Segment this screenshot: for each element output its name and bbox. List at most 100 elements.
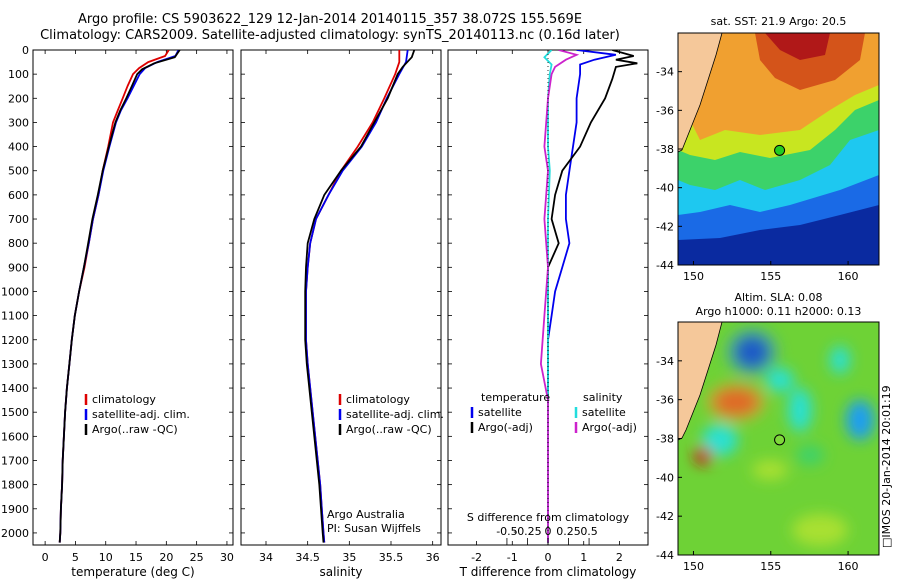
salinity-xtick-label: 35 bbox=[342, 551, 356, 564]
depth-tick-label: 1700 bbox=[1, 454, 29, 467]
sst-map-xtick-label: 160 bbox=[838, 270, 859, 283]
temperature-legend-label: climatology bbox=[92, 393, 156, 406]
salinity-legend-title: salinity bbox=[583, 391, 623, 404]
temperature-legend-title: temperature bbox=[481, 391, 550, 404]
sla-map-ytick-label: -40 bbox=[656, 471, 674, 484]
temperature-legend-label: satellite-adj. clim. bbox=[92, 408, 190, 421]
salinity-diff-legend-label: Argo(-adj) bbox=[582, 421, 637, 434]
sst-map-xtick-label: 150 bbox=[683, 270, 704, 283]
depth-tick-label: 1600 bbox=[1, 430, 29, 443]
differences-xtick-label: -1 bbox=[507, 551, 518, 564]
salinity-xtick-label: 35.5 bbox=[379, 551, 404, 564]
salinity-annotation-line-1: Argo Australia bbox=[327, 508, 405, 521]
salinity-diff-legend-label: satellite bbox=[582, 406, 626, 419]
sla-map-subtitle: Argo h1000: 0.11 h2000: 0.13 bbox=[696, 305, 862, 318]
sst-map-ytick-label: -40 bbox=[656, 182, 674, 195]
depth-tick-label: 1400 bbox=[1, 382, 29, 395]
sla-map bbox=[678, 322, 879, 555]
salinity-diff-tick-label: -0.25 bbox=[513, 525, 541, 538]
sla-map-xtick-label: 150 bbox=[683, 560, 704, 573]
temperature-xtick-label: 0 bbox=[42, 551, 49, 564]
differences-panel: -2 -1 0 1 2T difference from climatology -0.5… bbox=[447, 49, 649, 579]
sla-high-eddy-halo bbox=[706, 382, 766, 422]
sst-map-ytick-label: -34 bbox=[656, 66, 674, 79]
depth-tick-label: 300 bbox=[8, 116, 29, 129]
sst-map-axes: 150 155 160 -34 -36 -38 -40 -42 -44 sat. SST: 21.… bbox=[656, 15, 880, 283]
sla-map-xtick-label: 160 bbox=[838, 560, 859, 573]
sla-cyan-patch-2 bbox=[766, 368, 794, 392]
depth-tick-label: 700 bbox=[8, 213, 29, 226]
depth-tick-label: 0 bbox=[22, 44, 29, 57]
depth-tick-label: 2000 bbox=[1, 527, 29, 540]
depth-tick-label: 1800 bbox=[1, 479, 29, 492]
sla-yellow-patch bbox=[752, 460, 788, 480]
salinity-diff-tick-label: 0 bbox=[545, 525, 552, 538]
sla-map-ytick-label: -38 bbox=[656, 433, 674, 446]
salinity-legend-label: Argo(..raw -QC) bbox=[346, 423, 432, 436]
sst-map-title: sat. SST: 21.9 Argo: 20.5 bbox=[711, 15, 847, 28]
salinity-xtick-label: 34.5 bbox=[295, 551, 320, 564]
salinity-legend-label: climatology bbox=[346, 393, 410, 406]
figure-title: Argo profile: CS 5903622_129 12-Jan-2014… bbox=[0, 12, 660, 44]
temperature-xlabel: temperature (deg C) bbox=[71, 565, 194, 579]
sla-cyan-patch-1 bbox=[702, 424, 738, 456]
temperature-series bbox=[58, 50, 181, 543]
depth-tick-label: 100 bbox=[8, 68, 29, 81]
sst-map-ytick-label: -38 bbox=[656, 143, 674, 156]
differences-xtick-label: 2 bbox=[616, 551, 623, 564]
depth-tick-label: 500 bbox=[8, 165, 29, 178]
salinity-diff-tick-label: 0.5 bbox=[580, 525, 598, 538]
salinity-series bbox=[304, 50, 416, 543]
depth-tick-label: 900 bbox=[8, 261, 29, 274]
salinity-panel: 34 34.5 35 35.5 36 salinity climatology satelli… bbox=[240, 49, 444, 579]
salinity-diff-axis-label: S difference from climatology bbox=[467, 511, 630, 524]
differences-line-t-satellite bbox=[547, 50, 617, 543]
differences-line-s-argo-adj- bbox=[539, 50, 580, 543]
imos-timestamp: □IMOS 20-Jan-2014 20:01:19 bbox=[880, 385, 893, 548]
sla-argo-marker bbox=[774, 434, 786, 446]
temperature-legend-label: Argo(..raw -QC) bbox=[92, 423, 178, 436]
sla-cyan-patch-4 bbox=[830, 346, 850, 374]
depth-tick-label: 1900 bbox=[1, 503, 29, 516]
sst-map-ytick-label: -44 bbox=[656, 259, 674, 272]
temperature-diff-legend-label: satellite bbox=[478, 406, 522, 419]
temperature-frame bbox=[32, 49, 234, 546]
sla-low-eddy-1-halo bbox=[726, 328, 778, 376]
salinity-xtick-label: 36 bbox=[426, 551, 440, 564]
sst-argo-marker bbox=[774, 144, 786, 156]
sla-green-patch bbox=[796, 445, 824, 465]
sst-land bbox=[678, 33, 723, 153]
depth-tick-label: 1000 bbox=[1, 285, 29, 298]
temperature-panel: 0100200300400500600700800900100011001200… bbox=[1, 44, 234, 579]
differences-xtick-label: 1 bbox=[580, 551, 587, 564]
sst-red-core bbox=[765, 33, 830, 60]
depth-tick-label: 600 bbox=[8, 189, 29, 202]
sla-map-ytick-label: -44 bbox=[656, 549, 674, 562]
sla-anomaly-field bbox=[694, 328, 874, 546]
salinity-xlabel: salinity bbox=[319, 565, 362, 579]
depth-tick-label: 400 bbox=[8, 141, 29, 154]
depth-tick-label: 800 bbox=[8, 237, 29, 250]
depth-tick-label: 1500 bbox=[1, 406, 29, 419]
differences-xtick-label: 0 bbox=[545, 551, 552, 564]
depth-tick-label: 1100 bbox=[1, 310, 29, 323]
temperature-xtick-label: 30 bbox=[220, 551, 234, 564]
temperature-xtick-label: 15 bbox=[129, 551, 143, 564]
sla-map-axes: 150 155 160 -34 -36 -38 -40 -42 -44 Altim. SLA: 0… bbox=[656, 291, 880, 573]
salinity-frame bbox=[240, 49, 442, 546]
salinity-line-argo-raw-qc- bbox=[304, 50, 416, 543]
title-line-1: Argo profile: CS 5903622_129 12-Jan-2014… bbox=[77, 12, 583, 27]
salinity-annotation-line-2: PI: Susan Wijffels bbox=[327, 522, 421, 535]
sla-map-xtick-label: 155 bbox=[760, 560, 781, 573]
sst-map bbox=[678, 33, 879, 265]
sla-map-ytick-label: -42 bbox=[656, 510, 674, 523]
temperature-xtick-label: 20 bbox=[159, 551, 173, 564]
depth-tick-label: 200 bbox=[8, 92, 29, 105]
differences-xlabel: T difference from climatology bbox=[459, 565, 637, 579]
sst-map-xtick-label: 155 bbox=[760, 270, 781, 283]
differences-line-t-argo-adj- bbox=[547, 50, 638, 543]
temperature-diff-legend-label: Argo(-adj) bbox=[478, 421, 533, 434]
sla-red-spot bbox=[694, 447, 712, 465]
